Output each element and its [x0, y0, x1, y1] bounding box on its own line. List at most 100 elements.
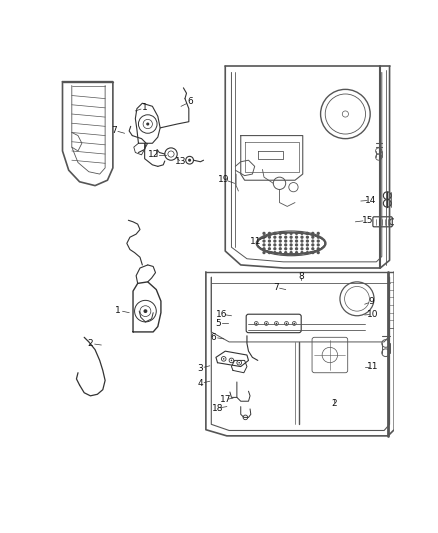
Text: 4: 4	[198, 379, 203, 388]
Text: 2: 2	[331, 399, 336, 408]
Circle shape	[274, 240, 276, 242]
Circle shape	[307, 232, 308, 235]
Text: 16: 16	[215, 310, 227, 319]
Text: 10: 10	[367, 310, 378, 319]
Circle shape	[279, 244, 281, 246]
Circle shape	[290, 244, 292, 246]
Text: 7: 7	[273, 283, 279, 292]
Circle shape	[279, 232, 281, 235]
Circle shape	[285, 240, 286, 242]
Circle shape	[293, 322, 295, 324]
Circle shape	[276, 322, 277, 324]
Circle shape	[279, 240, 281, 242]
Circle shape	[285, 252, 286, 254]
Circle shape	[285, 244, 286, 246]
Circle shape	[268, 248, 270, 249]
Circle shape	[301, 236, 303, 238]
Circle shape	[268, 232, 270, 235]
Circle shape	[312, 244, 314, 246]
Circle shape	[290, 252, 292, 254]
Circle shape	[312, 240, 314, 242]
Circle shape	[312, 252, 314, 254]
Circle shape	[268, 252, 270, 254]
Circle shape	[317, 240, 319, 242]
Circle shape	[255, 322, 257, 324]
Circle shape	[268, 240, 270, 242]
Circle shape	[238, 362, 240, 364]
Text: 3: 3	[198, 364, 203, 373]
Circle shape	[144, 309, 147, 313]
Circle shape	[285, 236, 286, 238]
Circle shape	[263, 252, 265, 254]
Circle shape	[285, 232, 286, 235]
Text: 5: 5	[215, 319, 221, 328]
Text: 6: 6	[187, 97, 193, 106]
Circle shape	[274, 236, 276, 238]
Circle shape	[274, 248, 276, 249]
Text: 19: 19	[218, 175, 230, 184]
Circle shape	[263, 236, 265, 238]
Circle shape	[290, 236, 292, 238]
Circle shape	[312, 232, 314, 235]
Circle shape	[312, 248, 314, 249]
Circle shape	[301, 244, 303, 246]
Text: 13: 13	[175, 157, 187, 166]
Circle shape	[307, 244, 308, 246]
Circle shape	[317, 244, 319, 246]
Circle shape	[290, 240, 292, 242]
Circle shape	[301, 232, 303, 235]
Circle shape	[279, 252, 281, 254]
Circle shape	[317, 236, 319, 238]
Text: 17: 17	[219, 395, 231, 404]
Circle shape	[265, 322, 267, 324]
Circle shape	[223, 358, 225, 360]
Circle shape	[317, 232, 319, 235]
Circle shape	[296, 252, 297, 254]
Text: 12: 12	[148, 150, 159, 159]
Circle shape	[263, 248, 265, 249]
Text: 11: 11	[367, 362, 378, 371]
Circle shape	[274, 252, 276, 254]
Text: 8: 8	[298, 272, 304, 281]
Text: 18: 18	[212, 403, 223, 413]
Circle shape	[307, 248, 308, 249]
Circle shape	[301, 248, 303, 249]
Circle shape	[146, 123, 149, 126]
Text: 2: 2	[88, 339, 93, 348]
Circle shape	[263, 232, 265, 235]
Text: 1: 1	[116, 306, 121, 315]
Circle shape	[285, 248, 286, 249]
Circle shape	[296, 244, 297, 246]
Circle shape	[263, 244, 265, 246]
Circle shape	[301, 240, 303, 242]
Circle shape	[317, 252, 319, 254]
Circle shape	[296, 248, 297, 249]
Circle shape	[279, 236, 281, 238]
Circle shape	[290, 232, 292, 235]
Text: 11: 11	[250, 237, 261, 246]
Circle shape	[268, 236, 270, 238]
Circle shape	[286, 322, 287, 324]
Circle shape	[301, 252, 303, 254]
Circle shape	[307, 236, 308, 238]
Circle shape	[279, 248, 281, 249]
Circle shape	[312, 236, 314, 238]
Circle shape	[307, 240, 308, 242]
Circle shape	[290, 248, 292, 249]
Text: 9: 9	[368, 297, 374, 306]
Text: 1: 1	[142, 103, 148, 112]
Circle shape	[296, 232, 297, 235]
Circle shape	[274, 244, 276, 246]
Circle shape	[296, 240, 297, 242]
Circle shape	[317, 248, 319, 249]
Text: 15: 15	[362, 216, 374, 225]
Circle shape	[231, 360, 232, 361]
Circle shape	[296, 236, 297, 238]
Circle shape	[268, 244, 270, 246]
Text: 6: 6	[211, 333, 216, 342]
Circle shape	[188, 159, 191, 161]
Circle shape	[263, 240, 265, 242]
Text: 7: 7	[111, 126, 117, 135]
Circle shape	[307, 252, 308, 254]
Circle shape	[274, 232, 276, 235]
